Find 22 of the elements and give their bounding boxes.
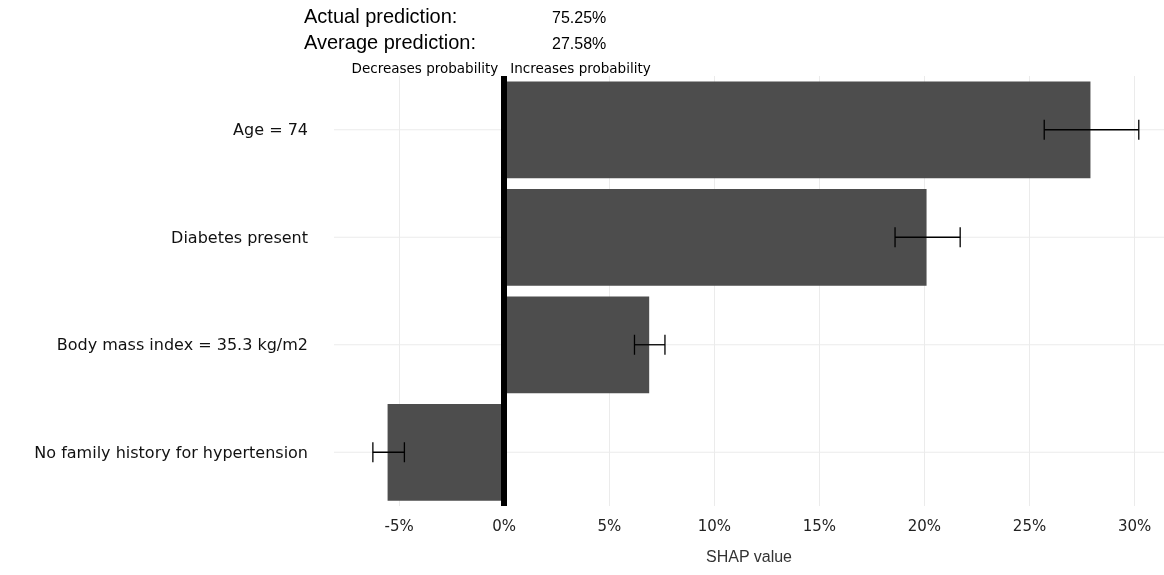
y-tick-label: Body mass index = 35.3 kg/m2	[56, 335, 308, 355]
annotation: Decreases probability	[351, 60, 499, 76]
x-tick-label: 5%	[597, 516, 622, 535]
x-tick-label: 30%	[1117, 516, 1152, 535]
x-tick-label: 0%	[492, 516, 517, 535]
x-axis-title: SHAP value	[706, 547, 793, 565]
y-tick-label: Diabetes present	[171, 227, 308, 247]
bar	[504, 188, 927, 286]
x-tick-label: -5%	[384, 516, 414, 535]
annotation: Increases probability	[510, 60, 651, 76]
y-tick-label: Age = 74	[233, 120, 308, 140]
bar	[504, 81, 1091, 179]
text: Average prediction:	[304, 31, 476, 53]
y-tick-label: No family history for hypertension	[34, 442, 308, 462]
x-tick-label: 20%	[907, 516, 942, 535]
text: 27.58%	[552, 34, 607, 52]
x-tick-label: 10%	[697, 516, 731, 535]
text: 75.25%	[552, 8, 607, 26]
x-tick-label: 15%	[802, 516, 837, 535]
bar	[504, 296, 650, 394]
text: Actual prediction:	[304, 5, 458, 27]
x-tick-label: 25%	[1012, 516, 1047, 535]
